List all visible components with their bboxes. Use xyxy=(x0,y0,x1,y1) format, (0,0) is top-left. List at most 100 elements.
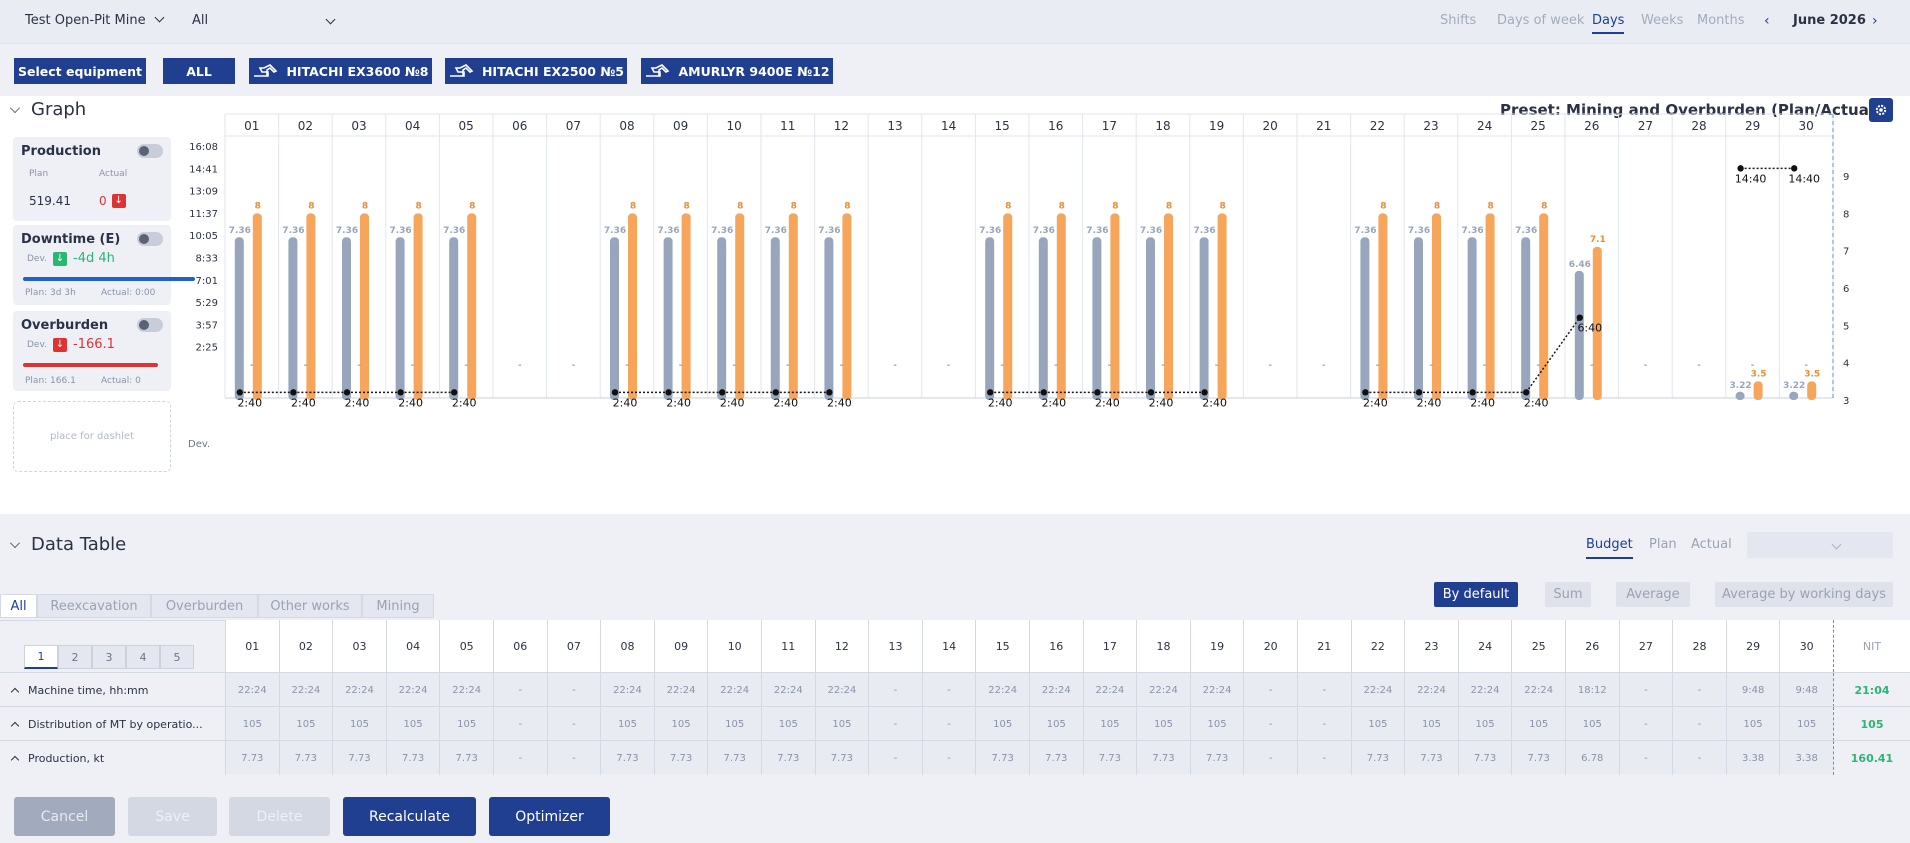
plan-bar xyxy=(717,237,727,400)
actual-bar-label: 8 xyxy=(308,201,314,211)
table-cell: 7.73 xyxy=(439,741,493,775)
plan-bar-label: 6.46 xyxy=(1569,260,1591,270)
mode-plan[interactable]: Plan xyxy=(1649,537,1677,552)
table-cell: 22:24 xyxy=(332,673,386,707)
period-months[interactable]: Months xyxy=(1697,13,1745,28)
actual-bar-label: 8 xyxy=(1059,201,1065,211)
equipment-chip-hitachi-ex2500[interactable]: HITACHI EX2500 №5 xyxy=(445,58,627,84)
time-point-label: 2:40 xyxy=(1363,396,1388,409)
chevron-right-icon[interactable]: › xyxy=(1872,13,1878,29)
table-cell: 9:48 xyxy=(1725,673,1780,707)
toggle-switch[interactable] xyxy=(137,232,163,246)
actual-bar xyxy=(1217,213,1227,400)
page-3-button[interactable]: 3 xyxy=(92,645,126,669)
page-5-button[interactable]: 5 xyxy=(160,645,194,669)
plan-bar-label: 7.36 xyxy=(765,226,787,236)
mode-actual[interactable]: Actual xyxy=(1691,537,1732,552)
chevron-up-icon[interactable] xyxy=(10,721,20,731)
y-left-tick: 7:01 xyxy=(196,276,218,287)
cancel-button[interactable]: Cancel xyxy=(14,797,115,836)
chevron-up-icon[interactable] xyxy=(10,755,20,765)
plan-bar xyxy=(1735,391,1745,400)
time-point-label: 2:40 xyxy=(773,396,798,409)
actual-bar-label: 8 xyxy=(1166,201,1172,211)
period-weeks[interactable]: Weeks xyxy=(1641,13,1684,28)
time-point xyxy=(1362,389,1369,396)
day-column-header: 27 xyxy=(1618,620,1673,672)
page-4-button[interactable]: 4 xyxy=(126,645,160,669)
table-cell: 7.73 xyxy=(278,741,333,775)
downtime-progress-bar xyxy=(23,277,195,281)
table-cell: - xyxy=(1672,741,1726,775)
table-cell: 105 xyxy=(1779,707,1833,741)
dev-label: Dev. xyxy=(27,254,47,264)
plan-bar-label: 7.36 xyxy=(1140,226,1162,236)
tab-reexcavation[interactable]: Reexcavation xyxy=(37,594,151,618)
table-cell: 22:24 xyxy=(1136,673,1190,707)
by-default-button[interactable]: By default xyxy=(1434,582,1518,607)
card-title: Overburden xyxy=(21,318,109,333)
total-cell: 105 xyxy=(1833,707,1910,741)
actual-text: Actual: 0:00 xyxy=(101,288,156,298)
dev-label: Dev. xyxy=(27,340,47,350)
day-header-label: 05 xyxy=(459,119,474,133)
toggle-switch[interactable] xyxy=(137,318,163,332)
average-working-days-button[interactable]: Average by working days xyxy=(1715,582,1893,607)
plan-bar-label: 7.36 xyxy=(1408,226,1430,236)
time-point xyxy=(719,389,726,396)
tab-overburden[interactable]: Overburden xyxy=(151,594,258,618)
row-label[interactable]: Machine time, hh:mm xyxy=(0,673,225,707)
tab-mining[interactable]: Mining xyxy=(362,594,434,618)
equipment-chip-amurlyr-9400e[interactable]: AMURLYR 9400E №12 xyxy=(641,58,833,84)
downtime-card[interactable]: Downtime (E) Dev. ↓ -4d 4h Plan: 3d 3h Ac… xyxy=(13,225,195,305)
equipment-chip-hitachi-ex3600[interactable]: HITACHI EX3600 №8 xyxy=(249,58,432,84)
select-equipment-button[interactable]: Select equipment xyxy=(14,58,146,84)
table-row: Production, kt 7.73 7.73 7.73 7.73 7.73- -7.73… xyxy=(0,740,1910,775)
sum-button[interactable]: Sum xyxy=(1545,582,1591,607)
table-cell: 105 xyxy=(1725,707,1780,741)
tab-other-works[interactable]: Other works xyxy=(258,594,362,618)
chevron-up-icon[interactable] xyxy=(10,687,20,697)
overburden-card[interactable]: Overburden Dev. ↓ -166.1 Plan: 166.1 Actu… xyxy=(13,311,171,391)
period-days-of-week[interactable]: Days of week xyxy=(1497,13,1585,28)
row-label[interactable]: Distribution of MT by operatio... xyxy=(0,707,225,741)
day-header-label: 18 xyxy=(1155,119,1170,133)
page-2-button[interactable]: 2 xyxy=(58,645,92,669)
actual-select[interactable] xyxy=(1747,532,1893,558)
production-card[interactable]: Production Plan Actual 519.41 0 ↓ xyxy=(13,137,171,221)
actual-bar-label: 8 xyxy=(1541,201,1547,211)
mining-chart: 01 02 03 04 05 06 07 08 09 10 11 12 13 14 15 16 17 18 19 20… xyxy=(189,113,1849,409)
page-1-button[interactable]: 1 xyxy=(24,645,58,669)
save-button[interactable]: Save xyxy=(128,797,217,836)
actual-bar-label: 3.5 xyxy=(1751,369,1767,379)
site-dropdown[interactable]: Test Open-Pit Mine xyxy=(25,12,165,28)
actual-bar xyxy=(681,213,691,400)
delete-button[interactable]: Delete xyxy=(229,797,330,836)
time-point xyxy=(1469,389,1476,396)
average-button[interactable]: Average xyxy=(1616,582,1690,607)
plan-bar xyxy=(985,237,995,400)
period-days[interactable]: Days xyxy=(1592,13,1625,34)
period-shifts[interactable]: Shifts xyxy=(1440,13,1477,28)
table-cell: 22:24 xyxy=(814,673,869,707)
plan-bar xyxy=(342,237,351,400)
site-label: Test Open-Pit Mine xyxy=(25,13,146,28)
chevron-left-icon[interactable]: ‹ xyxy=(1764,13,1770,29)
table-cell: - xyxy=(921,741,976,775)
row-label[interactable]: Production, kt xyxy=(0,741,225,775)
plan-label: Plan xyxy=(29,169,49,179)
filter-dropdown[interactable]: All xyxy=(192,13,336,28)
table-cell: 7.73 xyxy=(1082,741,1137,775)
table-cell: 105 xyxy=(225,707,279,741)
recalculate-button[interactable]: Recalculate xyxy=(343,797,476,836)
table-cell: 3.38 xyxy=(1725,741,1780,775)
all-equipment-button[interactable]: ALL xyxy=(163,58,235,84)
tab-all[interactable]: All xyxy=(0,594,37,618)
optimizer-button[interactable]: Optimizer xyxy=(489,797,610,836)
settings-button[interactable] xyxy=(1869,98,1893,122)
mode-budget[interactable]: Budget xyxy=(1586,537,1633,559)
dashlet-placeholder[interactable]: place for dashlet xyxy=(13,401,171,472)
toggle-switch[interactable] xyxy=(137,144,163,158)
day-header-label: 12 xyxy=(834,119,849,133)
day-header-label: 04 xyxy=(405,119,420,133)
